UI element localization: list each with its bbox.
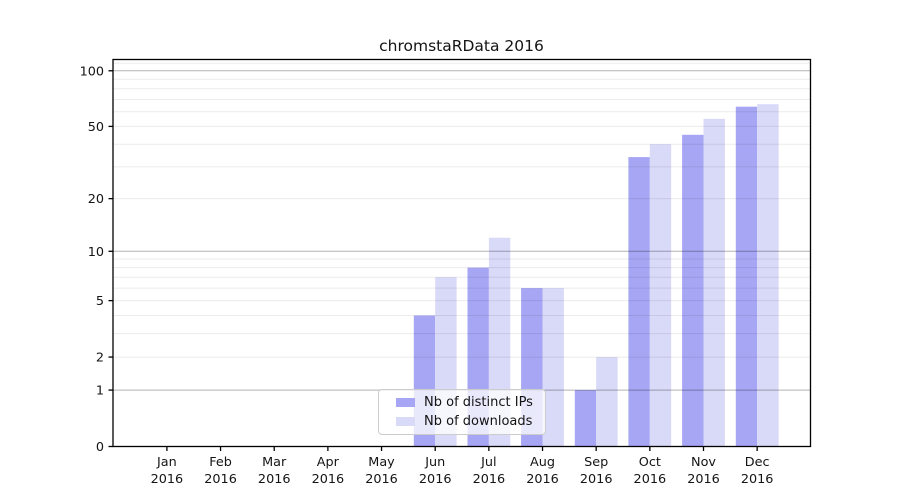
ytick-label-0: 0 <box>96 440 104 455</box>
chart-title: chromstaRData 2016 <box>379 37 544 55</box>
xtick-label-year-oct: 2016 <box>634 472 667 487</box>
legend-label-downloads: Nb of downloads <box>424 414 533 429</box>
bar-downloads-sep <box>596 357 618 447</box>
plot-border <box>112 58 812 448</box>
xtick-label-year-jun: 2016 <box>419 472 452 487</box>
xtick-label-month-jun: Jun <box>424 455 445 470</box>
xtick-label-month-apr: Apr <box>317 455 340 470</box>
xtick-label-year-nov: 2016 <box>687 472 720 487</box>
bar-distinct-ips-nov <box>682 134 704 447</box>
xtick-label-month-may: May <box>368 455 395 470</box>
ytick-label-100: 100 <box>80 64 104 79</box>
bar-distinct-ips-dec <box>735 106 758 447</box>
bar-downloads-oct <box>649 144 672 447</box>
bar-downloads-aug <box>542 288 564 447</box>
bar-distinct-ips-oct <box>628 157 650 447</box>
legend-item-downloads: Nb of downloads <box>396 415 537 428</box>
xtick-label-month-jan: Jan <box>156 455 177 470</box>
bar-downloads-dec <box>757 104 779 447</box>
xtick-label-year-jul: 2016 <box>473 472 506 487</box>
ytick-label-5: 5 <box>96 294 104 309</box>
xtick-label-month-jul: Jul <box>480 455 496 470</box>
xtick-label-year-may: 2016 <box>365 472 398 487</box>
xtick-label-month-oct: Oct <box>639 455 661 470</box>
xtick-label-month-aug: Aug <box>530 455 555 470</box>
ytick-label-20: 20 <box>88 192 104 207</box>
xtick-label-year-apr: 2016 <box>312 472 345 487</box>
xtick-label-month-feb: Feb <box>209 455 232 470</box>
legend-swatch-distinct-ips <box>396 398 415 407</box>
xtick-label-month-mar: Mar <box>262 455 287 470</box>
axes-layer <box>108 58 812 451</box>
legend: Nb of distinct IPs Nb of downloads <box>378 389 546 435</box>
xtick-label-month-dec: Dec <box>745 455 770 470</box>
ytick-label-2: 2 <box>96 351 104 366</box>
xtick-label-year-sep: 2016 <box>580 472 613 487</box>
bar-distinct-ips-sep <box>574 390 597 447</box>
ytick-label-10: 10 <box>88 245 104 260</box>
ytick-label-50: 50 <box>88 120 104 135</box>
bar-downloads-nov <box>703 118 725 447</box>
legend-item-distinct-ips: Nb of distinct IPs <box>396 396 537 409</box>
legend-label-distinct-ips: Nb of distinct IPs <box>424 395 533 410</box>
ytick-label-1: 1 <box>96 384 104 399</box>
xtick-label-year-dec: 2016 <box>741 472 774 487</box>
xtick-label-month-sep: Sep <box>584 455 608 470</box>
xtick-label-year-mar: 2016 <box>258 472 291 487</box>
xtick-label-month-nov: Nov <box>691 455 716 470</box>
legend-swatch-downloads <box>396 417 415 426</box>
xtick-label-year-aug: 2016 <box>526 472 559 487</box>
grid-layer <box>113 62 811 391</box>
tick-labels-layer: 0 1 2 5 10 20 50 100 Jan 2016 Feb 2016 Mar 2016 Apr 201… <box>80 64 774 487</box>
bars-layer <box>413 104 779 447</box>
xtick-label-year-jan: 2016 <box>151 472 184 487</box>
xtick-label-year-feb: 2016 <box>204 472 237 487</box>
